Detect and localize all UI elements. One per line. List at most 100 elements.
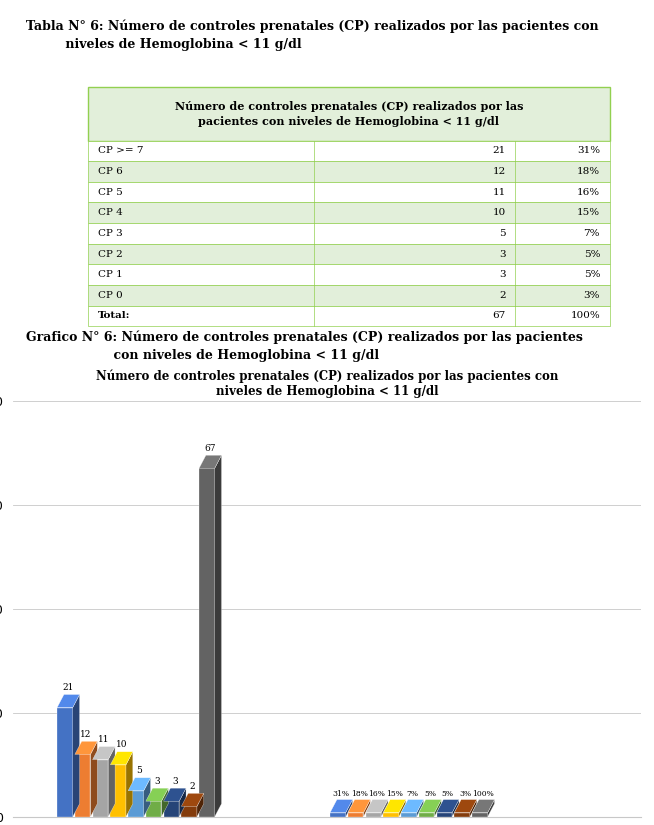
Text: 67: 67 xyxy=(492,311,506,320)
Text: 3: 3 xyxy=(499,270,506,279)
FancyBboxPatch shape xyxy=(88,285,610,305)
Text: 31%: 31% xyxy=(577,147,600,155)
Text: Total:: Total: xyxy=(98,311,130,320)
Polygon shape xyxy=(488,799,494,817)
Text: 5%: 5% xyxy=(424,790,436,798)
Bar xyxy=(181,806,197,817)
Polygon shape xyxy=(364,799,370,817)
Text: CP 2: CP 2 xyxy=(98,249,122,258)
Text: CP 6: CP 6 xyxy=(98,167,122,176)
Title: Número de controles prenatales (CP) realizados por las pacientes con
niveles de : Número de controles prenatales (CP) real… xyxy=(96,370,558,398)
Text: 31%: 31% xyxy=(333,790,350,798)
Text: 5%: 5% xyxy=(583,270,600,279)
Polygon shape xyxy=(419,799,441,813)
Text: 12: 12 xyxy=(492,167,506,176)
Text: 12: 12 xyxy=(80,730,92,738)
Text: CP 4: CP 4 xyxy=(98,208,122,217)
Bar xyxy=(330,813,346,817)
Text: Grafico N° 6: Número de controles prenatales (CP) realizados por las pacientes
 : Grafico N° 6: Número de controles prenat… xyxy=(26,330,583,361)
FancyBboxPatch shape xyxy=(88,140,610,161)
Text: 3: 3 xyxy=(172,776,178,785)
Polygon shape xyxy=(348,799,370,813)
Bar xyxy=(383,813,399,817)
Bar xyxy=(128,790,144,817)
Text: 67: 67 xyxy=(205,444,216,453)
Polygon shape xyxy=(452,799,459,817)
Polygon shape xyxy=(179,788,186,817)
Polygon shape xyxy=(199,455,222,469)
Bar xyxy=(348,813,364,817)
FancyBboxPatch shape xyxy=(88,202,610,223)
Text: Tabla N° 6: Número de controles prenatales (CP) realizados por las pacientes con: Tabla N° 6: Número de controles prenatal… xyxy=(26,20,598,51)
Text: 5: 5 xyxy=(499,229,506,238)
Text: 3: 3 xyxy=(499,249,506,258)
Text: 15%: 15% xyxy=(386,790,403,798)
Bar xyxy=(366,813,381,817)
Polygon shape xyxy=(111,752,133,765)
Polygon shape xyxy=(401,799,424,813)
Polygon shape xyxy=(455,799,477,813)
Text: 7%: 7% xyxy=(406,790,419,798)
Text: 5%: 5% xyxy=(442,790,454,798)
Text: 18%: 18% xyxy=(351,790,368,798)
Bar xyxy=(146,801,162,817)
Bar xyxy=(472,813,488,817)
Bar xyxy=(75,754,90,817)
Polygon shape xyxy=(73,695,80,817)
Text: 3: 3 xyxy=(154,776,160,785)
Polygon shape xyxy=(346,799,353,817)
Bar xyxy=(164,801,179,817)
FancyBboxPatch shape xyxy=(88,305,610,326)
Polygon shape xyxy=(383,799,405,813)
FancyBboxPatch shape xyxy=(88,182,610,202)
Text: CP >= 7: CP >= 7 xyxy=(98,147,143,155)
Polygon shape xyxy=(330,799,353,813)
Text: 11: 11 xyxy=(492,187,506,196)
Text: 2: 2 xyxy=(499,290,506,299)
Polygon shape xyxy=(181,794,204,806)
Text: 10: 10 xyxy=(492,208,506,217)
Polygon shape xyxy=(164,788,186,801)
Polygon shape xyxy=(215,455,222,817)
Bar xyxy=(437,813,452,817)
Text: 16%: 16% xyxy=(368,790,385,798)
FancyBboxPatch shape xyxy=(88,243,610,264)
Polygon shape xyxy=(90,742,97,817)
Polygon shape xyxy=(434,799,441,817)
Text: 11: 11 xyxy=(98,735,110,744)
FancyBboxPatch shape xyxy=(88,223,610,243)
Polygon shape xyxy=(128,778,150,790)
Text: CP 1: CP 1 xyxy=(98,270,122,279)
Text: 3%: 3% xyxy=(583,290,600,299)
Polygon shape xyxy=(381,799,388,817)
Text: 7%: 7% xyxy=(583,229,600,238)
Text: 21: 21 xyxy=(63,683,74,692)
Polygon shape xyxy=(470,799,477,817)
Polygon shape xyxy=(399,799,405,817)
Polygon shape xyxy=(75,742,97,754)
Polygon shape xyxy=(197,794,204,817)
Text: CP 0: CP 0 xyxy=(98,290,122,299)
Polygon shape xyxy=(109,747,115,817)
Bar xyxy=(455,813,470,817)
Text: 100%: 100% xyxy=(570,311,600,320)
Bar xyxy=(111,765,126,817)
Bar xyxy=(199,469,215,817)
Polygon shape xyxy=(162,788,168,817)
Bar xyxy=(419,813,434,817)
Text: 10: 10 xyxy=(116,740,128,749)
Text: CP 5: CP 5 xyxy=(98,187,122,196)
Text: 5: 5 xyxy=(137,766,143,776)
Polygon shape xyxy=(472,799,494,813)
Polygon shape xyxy=(417,799,424,817)
Bar xyxy=(93,760,109,817)
Text: Número de controles prenatales (CP) realizados por las
pacientes con niveles de : Número de controles prenatales (CP) real… xyxy=(175,101,523,126)
Text: 16%: 16% xyxy=(577,187,600,196)
Text: 21: 21 xyxy=(492,147,506,155)
Polygon shape xyxy=(93,747,115,760)
Text: 100%: 100% xyxy=(472,790,494,798)
Text: 18%: 18% xyxy=(577,167,600,176)
Polygon shape xyxy=(366,799,388,813)
Text: 15%: 15% xyxy=(577,208,600,217)
Text: 2: 2 xyxy=(190,782,196,790)
